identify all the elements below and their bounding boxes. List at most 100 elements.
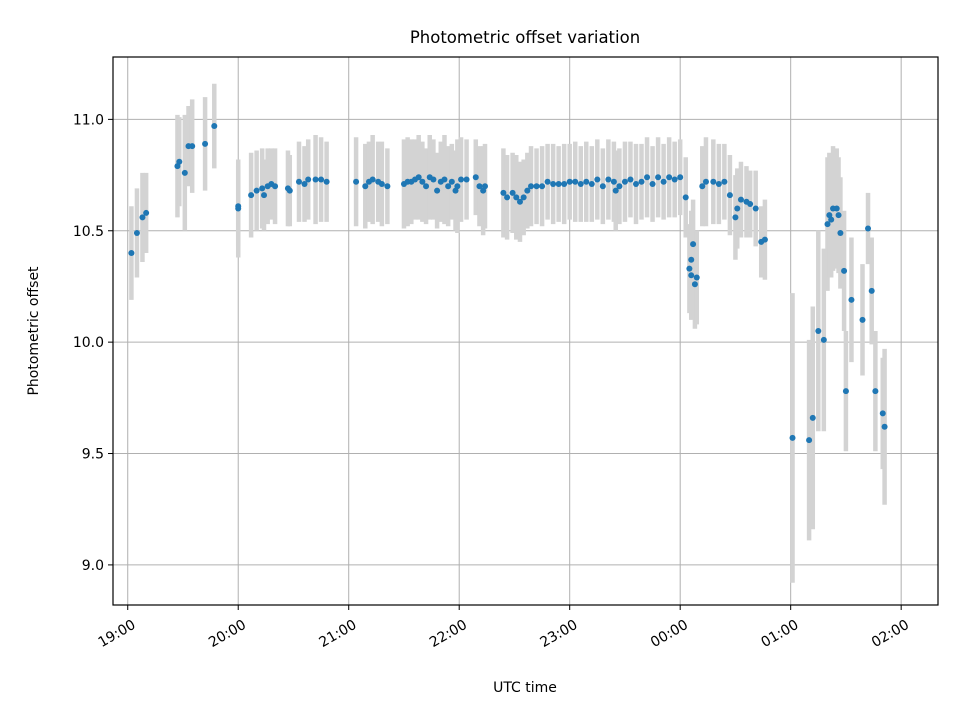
data-point [690,241,697,248]
data-point [323,178,330,185]
data-point [734,205,741,212]
data-point [513,194,520,201]
data-point [732,214,739,221]
data-point [627,176,634,183]
data-point [820,336,827,343]
data-point [362,183,369,190]
data-point [476,183,483,190]
data-point [588,180,595,187]
data-point [737,196,744,203]
y-axis-ticks: 9.0 9.5 10.0 10.5 11.0 [73,112,113,574]
y-tick-label: 10.0 [73,335,104,351]
data-point [638,178,645,185]
data-point [806,437,813,444]
data-point [572,178,579,185]
data-point [872,388,879,395]
data-point [430,176,437,183]
data-point [632,180,639,187]
data-point [533,183,540,190]
data-point [295,178,302,185]
chart-title: Photometric offset variation [410,28,640,47]
y-tick-label: 9.5 [82,447,104,463]
data-point [481,183,488,190]
data-point [253,187,260,194]
data-point [312,176,319,183]
data-point [550,180,557,187]
y-tick-label: 10.5 [73,224,104,240]
data-point [472,174,479,181]
data-point [318,176,325,183]
data-point [841,267,848,274]
data-point [509,189,516,196]
data-point [666,174,673,181]
data-point [555,180,562,187]
data-point [761,236,768,243]
data-point [528,183,535,190]
data-point [815,328,822,334]
data-point [369,176,376,183]
data-point [594,176,601,183]
data-point [561,180,568,187]
data-point [583,178,590,185]
data-point [693,274,700,281]
data-point [621,178,628,185]
data-point [721,178,728,185]
data-point [463,176,470,183]
data-point [539,183,546,190]
data-point [202,140,209,147]
data-point [879,410,886,417]
data-point [176,158,183,165]
data-point [824,221,831,228]
y-tick-label: 9.0 [82,558,104,574]
data-point [809,414,816,421]
data-point [353,178,360,185]
data-point [677,174,684,181]
data-point [378,180,385,187]
data-point [881,423,888,430]
data-point [235,203,242,210]
data-point [248,192,255,199]
data-point [688,256,695,263]
data-point [616,183,623,190]
data-point [610,178,617,185]
data-point [835,212,842,219]
data-points [128,123,888,444]
data-point [747,201,754,208]
data-point [419,178,426,185]
y-axis-label: Photometric offset [26,266,42,396]
data-point [544,178,551,185]
data-point [691,281,698,288]
data-point [710,178,717,185]
data-point [384,183,391,190]
data-point [566,178,573,185]
data-point [139,214,146,221]
data-point [688,272,695,279]
data-point [261,192,268,199]
data-point [682,194,689,201]
data-point [504,194,511,201]
data-point [181,169,188,176]
data-point [458,176,465,183]
data-point [520,194,527,201]
data-point [649,180,656,187]
data-point [865,225,872,232]
data-point [516,198,523,205]
data-point [577,180,584,187]
data-point [211,123,218,130]
data-point [868,287,875,294]
data-point [189,143,196,150]
data-point [259,185,266,192]
data-point [702,178,709,185]
data-point [445,183,452,190]
data-point [789,434,796,441]
data-point [686,265,693,272]
data-point [441,176,448,183]
data-point [133,229,140,236]
data-point [305,176,312,183]
plot-frame [112,56,939,606]
data-point [272,183,279,190]
data-point [612,187,619,194]
data-point [423,183,430,190]
